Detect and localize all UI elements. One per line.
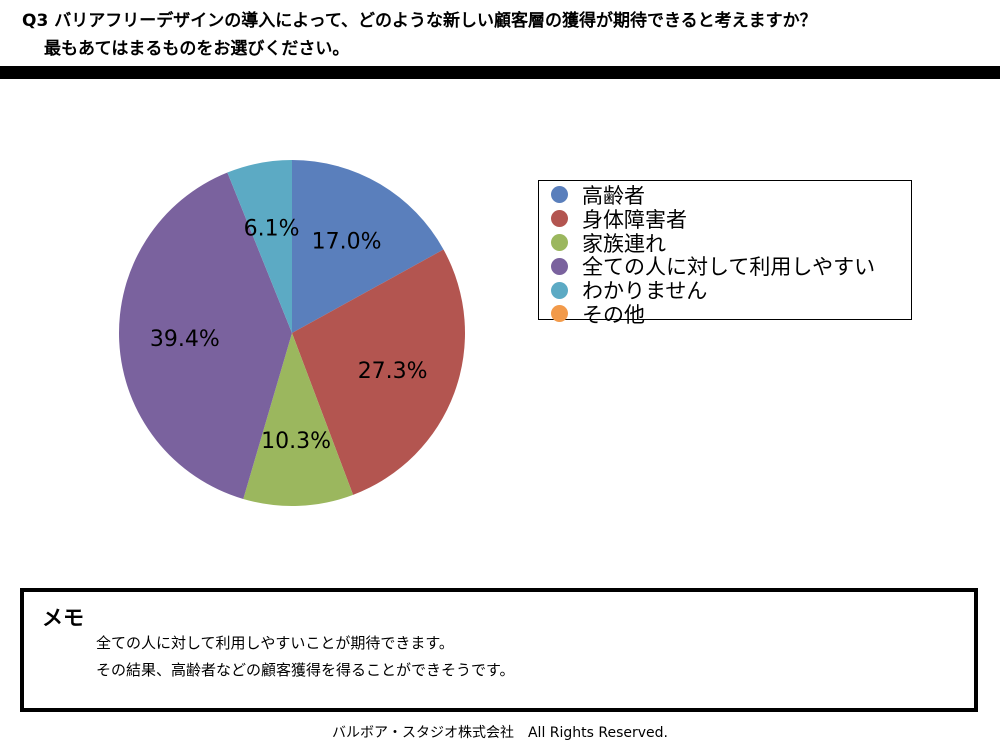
legend-swatch <box>551 281 568 299</box>
legend-label: わかりません <box>582 279 708 304</box>
memo-text-line2: その結果、高齢者などの顧客獲得を得ることができそうです。 <box>96 661 515 679</box>
pie-data-label: 39.4% <box>150 327 220 352</box>
legend-label: その他 <box>582 302 645 327</box>
legend-swatch <box>551 210 568 228</box>
legend-item: 全ての人に対して利用しやすい <box>551 254 911 280</box>
legend-item: 家族連れ <box>551 231 911 256</box>
pie-slice <box>292 160 444 333</box>
pie-data-labels: 17.0% 27.3% 10.3% 39.4% 6.1% <box>150 217 428 454</box>
memo-title: メモ <box>42 606 84 630</box>
memo-box: メモ 全ての人に対して利用しやすいことが期待できます。 その結果、高齢者などの顧… <box>20 588 978 712</box>
pie-data-label: 17.0% <box>312 230 382 255</box>
memo-text-line1: 全ての人に対して利用しやすいことが期待できます。 <box>96 634 454 652</box>
copyright-footer: バルボア・スタジオ株式会社 All Rights Reserved. <box>331 725 669 741</box>
legend-swatch <box>551 233 568 251</box>
pie-data-label: 10.3% <box>261 429 331 454</box>
legend-item: わかりません <box>551 278 911 304</box>
question-text-line2: 最もあてはまるものをお選びください。 <box>44 39 350 59</box>
pie-data-label: 27.3% <box>358 359 428 384</box>
pie-data-label: 6.1% <box>244 217 300 242</box>
legend-item: 身体障害者 <box>551 207 911 232</box>
pie-slice <box>243 333 354 506</box>
legend-label: 全ての人に対して利用しやすい <box>582 255 876 280</box>
legend-label: 家族連れ <box>582 231 666 256</box>
legend-swatch <box>551 186 568 204</box>
chart-legend: 高齢者 身体障害者 家族連れ 全ての人に対して利用しやすい わかりません その他 <box>538 180 912 327</box>
title-divider <box>0 66 1000 79</box>
legend-swatch <box>551 257 568 275</box>
legend-label: 高齢者 <box>582 183 645 208</box>
pie-slice <box>118 172 292 499</box>
legend-swatch <box>551 305 568 323</box>
pie-slice <box>292 249 465 495</box>
pie-slices <box>118 160 465 506</box>
legend-label: 身体障害者 <box>582 207 687 232</box>
question-text-line1: Q3 バリアフリーデザインの導入によって、どのような新しい顧客層の獲得が期待でき… <box>22 11 817 31</box>
legend-item: その他 <box>551 302 911 327</box>
legend-item: 高齢者 <box>551 183 911 208</box>
pie-slice <box>227 160 292 333</box>
